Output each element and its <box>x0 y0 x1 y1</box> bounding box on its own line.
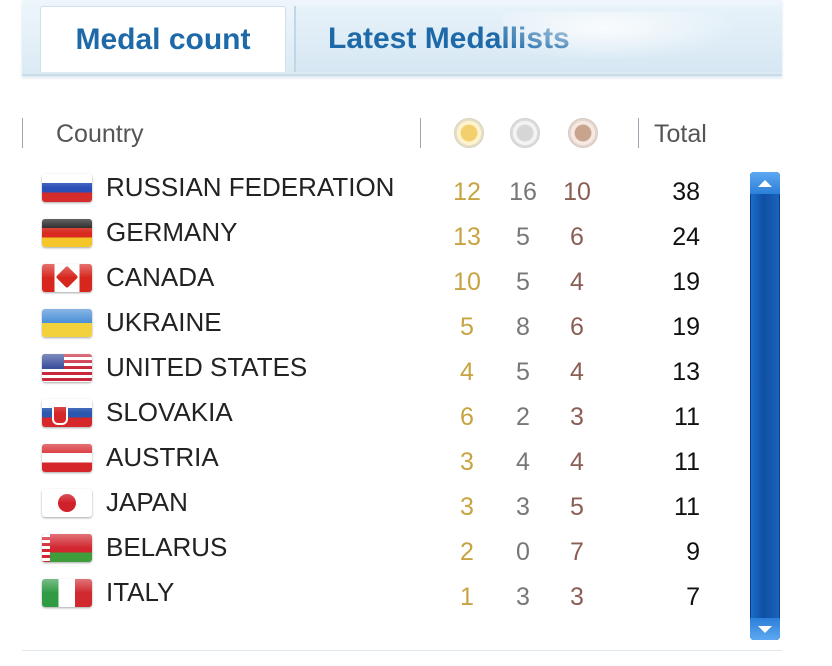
country-name: JAPAN <box>106 487 188 517</box>
table-row[interactable]: GERMANY 13 5 6 24 <box>0 211 740 256</box>
country-column-header[interactable]: Country <box>56 120 144 148</box>
bottom-divider <box>22 650 782 651</box>
tab-latest-medallists[interactable]: Latest Medallists <box>294 6 782 72</box>
bronze-count: 10 <box>563 178 591 206</box>
country-name: AUSTRIA <box>106 442 219 472</box>
country-name: SLOVAKIA <box>106 397 233 427</box>
gold-count: 13 <box>453 223 481 251</box>
usa-flag-icon <box>42 354 92 382</box>
germany-flag-icon <box>42 219 92 247</box>
gold-count: 2 <box>460 538 474 566</box>
silver-count: 5 <box>516 358 530 386</box>
total-count: 11 <box>674 493 700 521</box>
silver-count: 16 <box>509 178 537 206</box>
total-count: 11 <box>674 403 700 431</box>
total-count: 11 <box>674 448 700 476</box>
header-divider <box>22 118 23 148</box>
silver-count: 5 <box>516 268 530 296</box>
bronze-count: 3 <box>570 403 584 431</box>
bronze-count: 4 <box>570 358 584 386</box>
bronze-medal-icon[interactable] <box>568 118 598 148</box>
tab-medal-count[interactable]: Medal count <box>40 6 286 72</box>
header-divider <box>420 118 421 148</box>
total-count: 38 <box>672 178 700 206</box>
russia-flag-icon <box>42 174 92 202</box>
canada-flag-icon <box>42 264 92 292</box>
table-row[interactable]: ITALY 1 3 3 7 <box>0 571 740 616</box>
table-row[interactable]: AUSTRIA 3 4 4 11 <box>0 436 740 481</box>
bronze-count: 6 <box>570 223 584 251</box>
silver-count: 4 <box>516 448 530 476</box>
gold-count: 3 <box>460 448 474 476</box>
bronze-count: 5 <box>570 493 584 521</box>
table-row[interactable]: CANADA 10 5 4 19 <box>0 256 740 301</box>
country-name: RUSSIAN FEDERATION <box>106 172 395 202</box>
slovakia-flag-icon <box>42 399 92 427</box>
table-row[interactable]: JAPAN 3 3 5 11 <box>0 481 740 526</box>
austria-flag-icon <box>42 444 92 472</box>
total-count: 9 <box>686 538 700 566</box>
scroll-up-button[interactable] <box>750 172 780 194</box>
table-header: Country Total <box>0 110 832 156</box>
gold-count: 12 <box>453 178 481 206</box>
vertical-scrollbar[interactable] <box>750 172 780 640</box>
silver-count: 0 <box>516 538 530 566</box>
total-count: 19 <box>672 313 700 341</box>
gold-count: 6 <box>460 403 474 431</box>
gold-count: 5 <box>460 313 474 341</box>
ukraine-flag-icon <box>42 309 92 337</box>
country-name: UNITED STATES <box>106 352 308 382</box>
total-count: 19 <box>672 268 700 296</box>
bronze-count: 4 <box>570 268 584 296</box>
gold-count: 4 <box>460 358 474 386</box>
country-name: ITALY <box>106 577 175 607</box>
scroll-down-button[interactable] <box>750 618 780 640</box>
silver-count: 3 <box>516 583 530 611</box>
table-row[interactable]: UNITED STATES 4 5 4 13 <box>0 346 740 391</box>
italy-flag-icon <box>42 579 92 607</box>
gold-count: 10 <box>453 268 481 296</box>
bronze-count: 3 <box>570 583 584 611</box>
country-name: CANADA <box>106 262 215 292</box>
table-row[interactable]: RUSSIAN FEDERATION 12 16 10 38 <box>0 166 740 211</box>
country-name: UKRAINE <box>106 307 222 337</box>
gold-count: 1 <box>460 583 474 611</box>
bronze-count: 7 <box>570 538 584 566</box>
bronze-count: 4 <box>570 448 584 476</box>
belarus-flag-icon <box>42 534 92 562</box>
country-name: GERMANY <box>106 217 238 247</box>
silver-count: 8 <box>516 313 530 341</box>
arrow-down-icon <box>758 625 772 633</box>
silver-medal-icon[interactable] <box>510 118 540 148</box>
total-count: 13 <box>672 358 700 386</box>
arrow-up-icon <box>758 179 772 187</box>
country-name: BELARUS <box>106 532 228 562</box>
table-row[interactable]: UKRAINE 5 8 6 19 <box>0 301 740 346</box>
japan-flag-icon <box>42 489 92 517</box>
total-column-header[interactable]: Total <box>654 120 707 148</box>
bronze-count: 6 <box>570 313 584 341</box>
total-count: 7 <box>686 583 700 611</box>
gold-medal-icon[interactable] <box>454 118 484 148</box>
table-row[interactable]: BELARUS 2 0 7 9 <box>0 526 740 571</box>
silver-count: 5 <box>516 223 530 251</box>
silver-count: 2 <box>516 403 530 431</box>
total-count: 24 <box>672 223 700 251</box>
gold-count: 3 <box>460 493 474 521</box>
silver-count: 3 <box>516 493 530 521</box>
table-row[interactable]: SLOVAKIA 6 2 3 11 <box>0 391 740 436</box>
header-divider <box>638 118 639 148</box>
tab-bar: Medal count Latest Medallists <box>22 0 782 76</box>
